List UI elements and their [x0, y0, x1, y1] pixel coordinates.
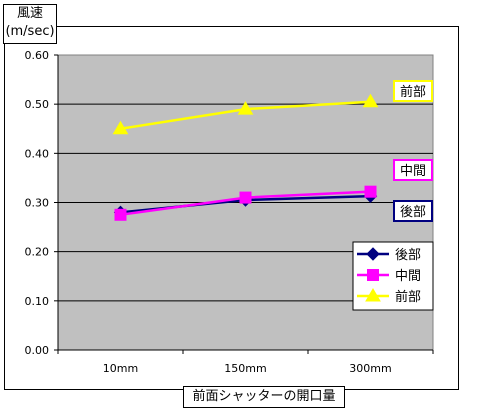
data-point-triangle: [112, 120, 129, 135]
y-tick-label: 0.30: [25, 197, 50, 210]
data-point-triangle: [237, 101, 254, 115]
x-tick-label: 300mm: [349, 362, 391, 375]
legend-marker: [366, 247, 380, 261]
legend-label: 後部: [395, 248, 421, 263]
series-callout-box: [393, 159, 433, 181]
y-tick-label: 0.40: [25, 147, 50, 160]
y-axis-label: 風速 (m/sec): [3, 4, 57, 44]
y-tick-label: 0.50: [25, 98, 50, 111]
series-callout-label: 中間: [400, 164, 426, 179]
y-tick-label: 0.20: [25, 246, 50, 259]
y-tick-label: 0.00: [25, 344, 50, 357]
series-callout-box: [393, 200, 433, 222]
legend-label: 前部: [395, 289, 421, 305]
x-tick-label: 10mm: [103, 362, 138, 375]
legend-marker: [367, 269, 379, 281]
y-tick-label: 0.10: [25, 295, 50, 308]
data-point-square: [114, 208, 127, 221]
data-point-square: [364, 185, 377, 198]
data-point-square: [239, 191, 252, 204]
y-tick-label: 0.60: [25, 49, 50, 62]
x-tick-label: 150mm: [224, 362, 266, 375]
x-axis-label: 前面シャッターの開口量: [183, 386, 345, 408]
series-callout-label: 前部: [400, 84, 426, 100]
y-axis-label-line-1: 風速: [16, 6, 43, 21]
y-axis-label-line-2: (m/sec): [5, 24, 55, 39]
data-point-triangle: [362, 93, 379, 108]
legend-marker: [365, 288, 381, 302]
series-callout-label: 後部: [400, 205, 426, 220]
series-callout-box: [393, 80, 433, 102]
legend-label: 中間: [395, 269, 421, 284]
